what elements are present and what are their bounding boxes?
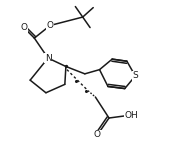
Text: S: S [132,71,138,80]
Text: OH: OH [125,111,139,120]
Text: N: N [45,54,51,63]
Text: O: O [47,21,54,30]
Text: O: O [20,23,27,32]
Text: O: O [94,130,101,139]
